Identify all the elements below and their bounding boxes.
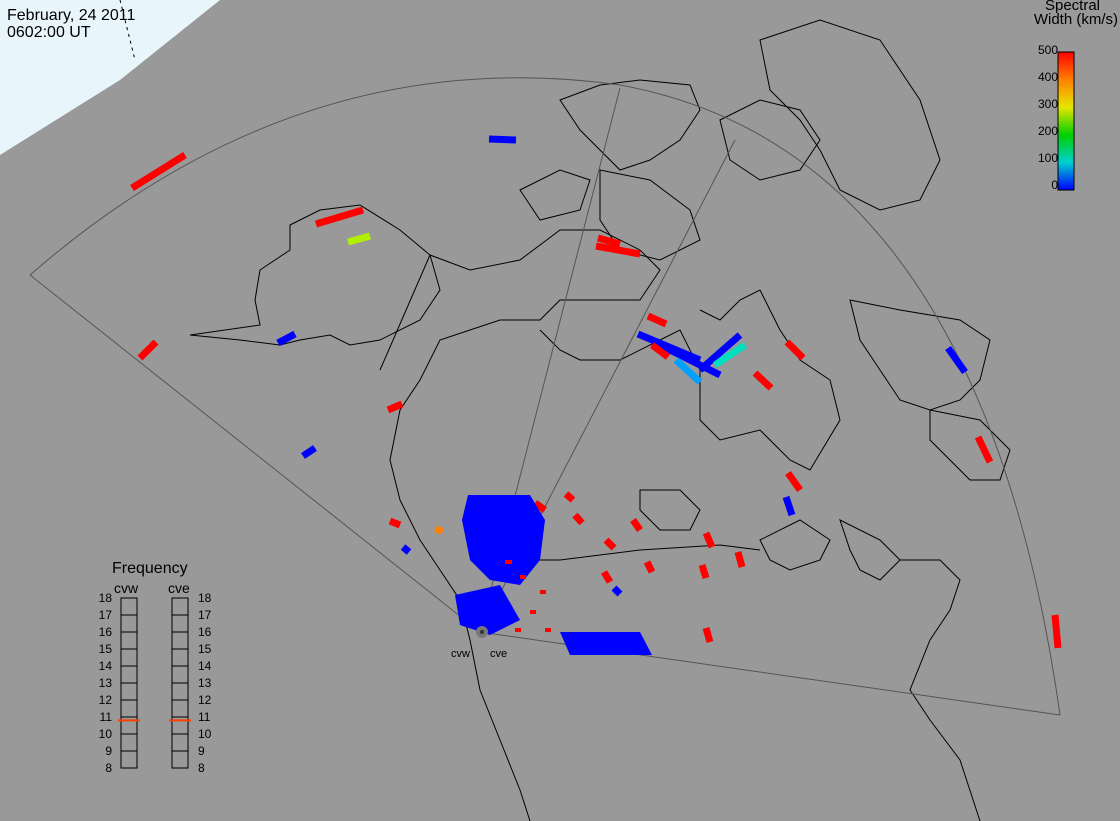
colorbar-label-100: 100 — [1037, 151, 1058, 165]
colorbar-label-200: 200 — [1037, 124, 1058, 138]
frequency-tick-r-0: 18 — [198, 591, 212, 605]
frequency-tick-l-10: 8 — [105, 761, 112, 775]
date-label: February, 24 2011 — [7, 7, 136, 24]
frequency-tick-r-1: 17 — [198, 608, 212, 622]
frequency-tick-r-10: 8 — [198, 761, 205, 775]
frequency-tick-l-3: 15 — [98, 642, 112, 656]
colorbar-label-400: 400 — [1037, 70, 1058, 84]
frequency-tick-r-9: 9 — [198, 744, 205, 758]
frequency-tick-l-5: 13 — [98, 676, 112, 690]
terminator-line — [119, 0, 136, 61]
colorbar — [1057, 51, 1075, 191]
coastlines — [189, 19, 1011, 821]
frequency-tick-l-6: 12 — [98, 693, 112, 707]
fov-outline — [29, 77, 1061, 716]
frequency-tick-r-2: 16 — [198, 625, 212, 639]
site-label-cvw: cvw — [451, 648, 470, 660]
frequency-tick-l-1: 17 — [98, 608, 112, 622]
frequency-tick-r-7: 11 — [198, 710, 211, 724]
echo-marks — [130, 135, 1062, 649]
echo-scatter-red — [505, 560, 551, 632]
time-label: 0602:00 UT — [7, 24, 91, 41]
frequency-cvw-label: cvw — [114, 580, 139, 596]
frequency-tick-r-8: 10 — [198, 727, 212, 741]
frequency-tick-l-9: 9 — [105, 744, 112, 758]
colorbar-label-500: 500 — [1037, 43, 1058, 57]
frequency-tick-l-0: 18 — [98, 591, 112, 605]
colorbar-label-300: 300 — [1037, 97, 1058, 111]
borders — [379, 254, 761, 561]
frequency-tick-r-5: 13 — [198, 676, 212, 690]
colorbar-title-line1: Spectral — [1044, 0, 1100, 14]
sunlit-region — [0, 0, 220, 155]
echo-clusters — [455, 495, 652, 655]
frequency-tick-l-8: 10 — [98, 727, 112, 741]
site-label-cve: cve — [490, 648, 508, 660]
frequency-tick-l-2: 16 — [98, 625, 112, 639]
frequency-tick-l-4: 14 — [98, 659, 112, 673]
colorbar-title-line2: Width (km/s) — [1033, 11, 1118, 28]
frequency-title: Frequency — [112, 560, 188, 577]
frequency-tick-r-6: 12 — [198, 693, 212, 707]
colorbar-label-0: 0 — [1051, 178, 1058, 192]
frequency-cve-label: cve — [168, 580, 190, 596]
frequency-tick-r-4: 14 — [198, 659, 212, 673]
frequency-tick-r-3: 15 — [198, 642, 212, 656]
frequency-tick-l-7: 11 — [99, 710, 112, 724]
frequency-columns — [120, 597, 189, 769]
